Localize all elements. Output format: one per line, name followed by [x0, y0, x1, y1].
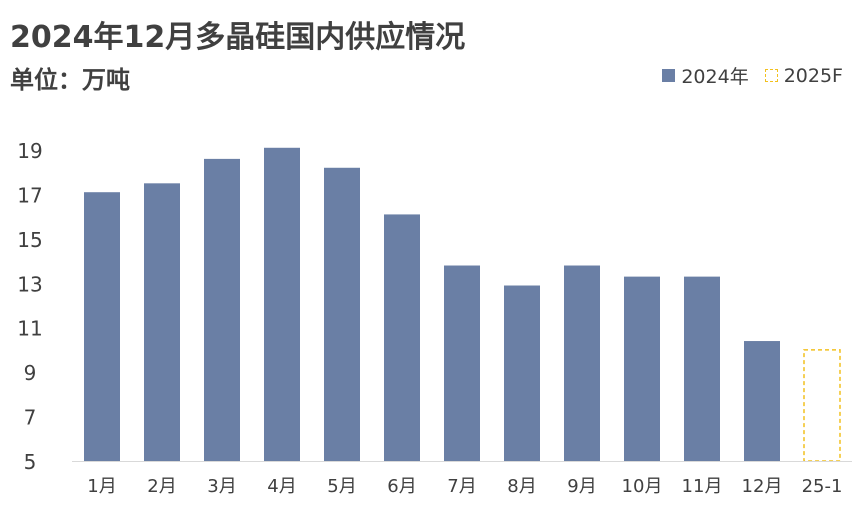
legend-swatch-2024 [662, 69, 676, 82]
bar-forecast [803, 349, 841, 462]
legend-item-2025f: 2025F [764, 64, 843, 87]
legend-label-2025f: 2025F [783, 64, 843, 87]
x-tick-label: 2月 [147, 476, 176, 497]
bar [504, 285, 540, 461]
legend: 2024年 2025F [646, 62, 843, 89]
y-tick-label: 9 [24, 361, 37, 385]
bar [84, 192, 120, 461]
bar [624, 276, 660, 461]
y-tick-label: 15 [17, 228, 42, 252]
bar [744, 341, 780, 461]
bar [144, 183, 180, 462]
legend-label-2024: 2024年 [681, 66, 749, 88]
chart-title: 2024年12月多晶硅国内供应情况 [10, 20, 466, 55]
legend-item-2024: 2024年 [662, 62, 749, 89]
x-tick-label: 5月 [327, 476, 356, 497]
y-tick-label: 17 [17, 183, 42, 207]
bar [684, 276, 720, 461]
x-tick-label: 12月 [742, 476, 783, 497]
bar [204, 158, 240, 461]
x-tick-label: 8月 [507, 476, 536, 497]
chart-subtitle: 单位：万吨 [10, 66, 130, 94]
x-tick-label: 6月 [387, 476, 416, 497]
y-tick-label: 19 [17, 139, 42, 163]
x-tick-label: 25-1 [802, 476, 843, 497]
y-tick-label: 5 [24, 450, 37, 474]
bar [264, 147, 300, 461]
x-tick-label: 3月 [207, 476, 236, 497]
legend-swatch-2025f [764, 69, 778, 82]
bar [444, 265, 480, 461]
x-tick-label: 11月 [682, 476, 723, 497]
x-tick-label: 9月 [567, 476, 596, 497]
bar [324, 167, 360, 461]
x-tick-label: 7月 [447, 476, 476, 497]
bar [564, 265, 600, 461]
y-tick-label: 13 [17, 272, 42, 296]
bar [384, 214, 420, 461]
y-tick-label: 7 [24, 406, 37, 430]
x-tick-label: 1月 [87, 476, 116, 497]
y-tick-label: 11 [17, 317, 42, 341]
x-tick-label: 10月 [622, 476, 663, 497]
x-tick-label: 4月 [267, 476, 296, 497]
